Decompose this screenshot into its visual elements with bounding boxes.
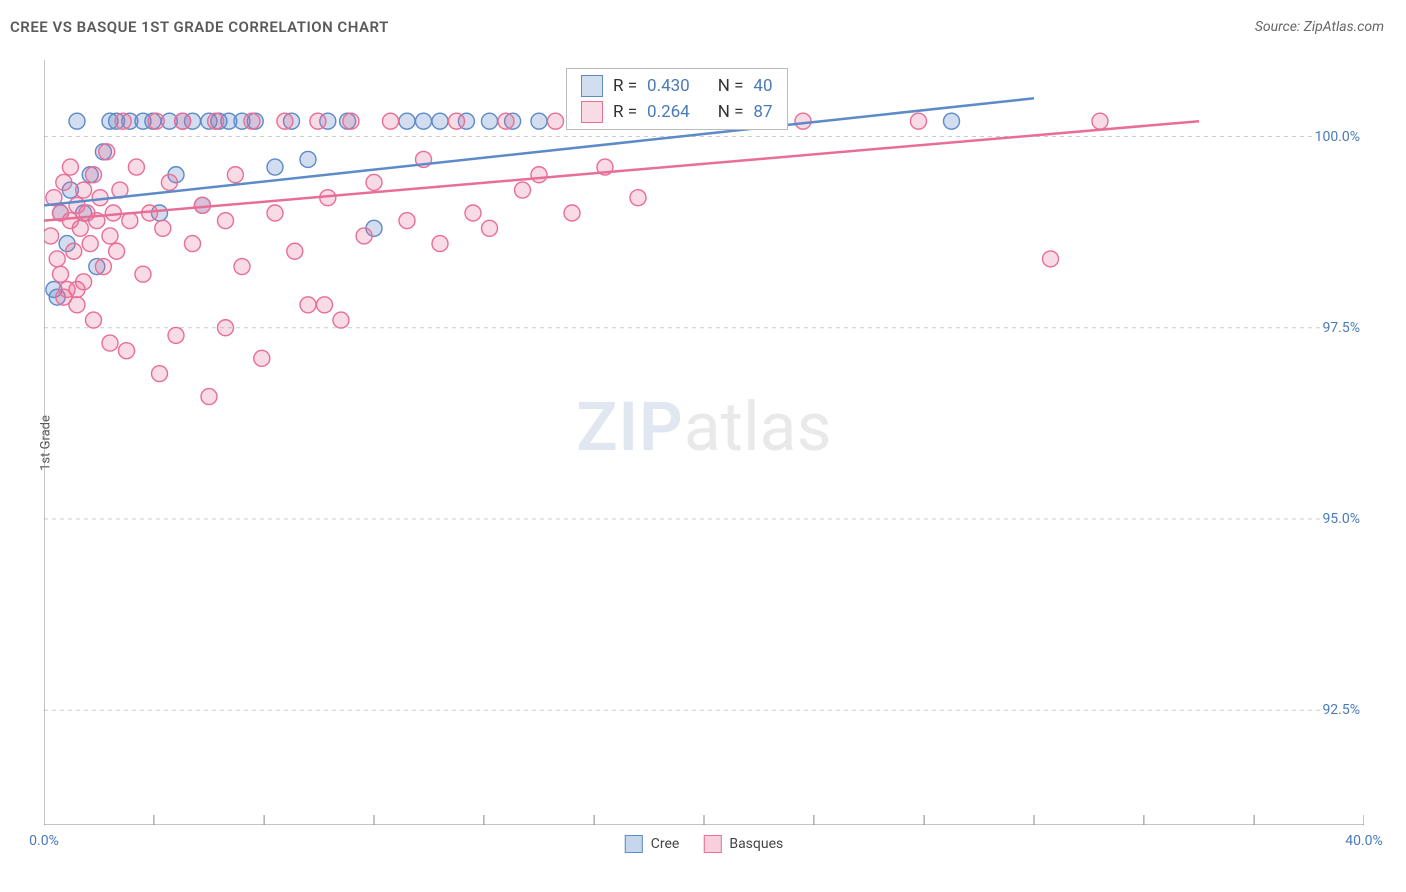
legend-item: Cree — [625, 835, 680, 853]
stat-label-n: N = — [718, 76, 744, 96]
scatter-plot — [44, 60, 1364, 825]
x-tick-label: 40.0% — [1345, 833, 1383, 849]
stats-legend-box: R = 0.430 N = 40 R = 0.264 N = 87 — [566, 68, 788, 130]
stats-row: R = 0.430 N = 40 — [581, 75, 773, 97]
legend-label: Basques — [729, 836, 783, 852]
legend-item: Basques — [703, 835, 783, 853]
y-tick-label: 97.5% — [1322, 320, 1366, 336]
legend-swatch — [703, 835, 721, 853]
x-tick-label: 0.0% — [29, 833, 59, 849]
y-tick-label: 95.0% — [1322, 511, 1366, 527]
stat-value-n: 87 — [753, 102, 772, 122]
stat-label-r: R = — [613, 76, 637, 96]
y-tick-label: 92.5% — [1322, 702, 1366, 718]
stat-value-r: 0.264 — [647, 102, 690, 122]
stats-row: R = 0.264 N = 87 — [581, 101, 773, 123]
legend-swatch — [625, 835, 643, 853]
stat-label-n: N = — [718, 102, 744, 122]
chart-area: 1st Grade 92.5%95.0%97.5%100.0% 0.0%40.0… — [44, 60, 1364, 825]
y-tick-label: 100.0% — [1315, 129, 1366, 145]
legend-label: Cree — [651, 836, 680, 852]
stat-value-n: 40 — [753, 76, 772, 96]
chart-title: CREE VS BASQUE 1ST GRADE CORRELATION CHA… — [10, 18, 389, 36]
legend-swatch — [581, 75, 603, 97]
stat-value-r: 0.430 — [647, 76, 690, 96]
bottom-legend: Cree Basques — [625, 835, 783, 853]
stat-label-r: R = — [613, 102, 637, 122]
legend-swatch — [581, 101, 603, 123]
chart-source: Source: ZipAtlas.com — [1255, 19, 1384, 35]
